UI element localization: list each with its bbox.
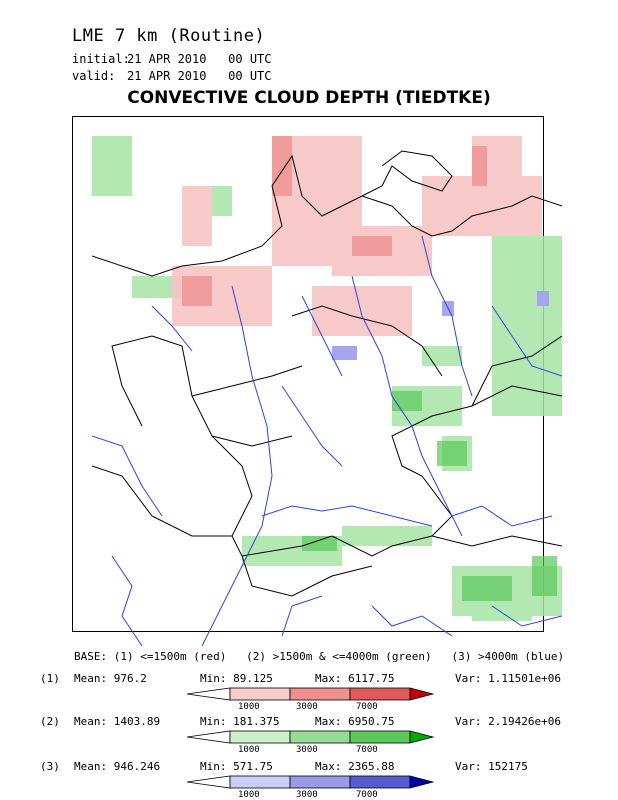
legend-row-min: Min: 181.375 bbox=[200, 715, 280, 728]
country-borders bbox=[92, 150, 563, 597]
colorbar-segment bbox=[349, 775, 411, 789]
colorbar-segment bbox=[289, 687, 351, 701]
legend-row-min: Min: 571.75 bbox=[200, 760, 273, 773]
legend-row-index: (1) bbox=[40, 672, 60, 685]
model-title: LME 7 km (Routine) bbox=[72, 26, 266, 46]
colorbar-segment bbox=[229, 730, 291, 744]
colorbar-tick-label: 1000 bbox=[238, 745, 260, 755]
colorbar-segment bbox=[229, 775, 291, 789]
colorbar-tick-label: 1000 bbox=[238, 702, 260, 712]
colorbar-high-arrow bbox=[409, 687, 435, 701]
legend-row-mean: Mean: 976.2 bbox=[74, 672, 147, 685]
map-canvas bbox=[92, 136, 563, 647]
legend-row-var: Var: 152175 bbox=[455, 760, 528, 773]
red-cloud-cores bbox=[182, 136, 488, 306]
colorbar-tick-label: 3000 bbox=[296, 790, 318, 800]
legend-row-var: Var: 2.19426e+06 bbox=[455, 715, 561, 728]
legend-row-var: Var: 1.11501e+06 bbox=[455, 672, 561, 685]
initial-timestamp: 21 APR 2010 00 UTC bbox=[127, 52, 272, 66]
colorbar-segment bbox=[289, 775, 351, 789]
initial-label: initial: bbox=[72, 52, 130, 66]
colorbar-segment bbox=[289, 730, 351, 744]
colorbar-high-arrow bbox=[409, 775, 435, 789]
green-cloud-cores bbox=[302, 391, 558, 601]
colorbar-segment bbox=[349, 730, 411, 744]
colorbar-tick-label: 7000 bbox=[356, 745, 378, 755]
legend-row-index: (3) bbox=[40, 760, 60, 773]
colorbar-tick-label: 7000 bbox=[356, 702, 378, 712]
legend-row-mean: Mean: 946.246 bbox=[74, 760, 161, 773]
colorbar-low-arrow bbox=[186, 687, 231, 701]
colorbar-low-arrow bbox=[186, 775, 231, 789]
legend-row-mean: Mean: 1403.89 bbox=[74, 715, 161, 728]
base-legend-text: BASE: (1) <=1500m (red) (2) >1500m & <=4… bbox=[74, 650, 565, 663]
valid-label: valid: bbox=[72, 69, 116, 83]
colorbar-tick-label: 1000 bbox=[238, 790, 260, 800]
colorbar-tick-label: 3000 bbox=[296, 745, 318, 755]
legend-row-min: Min: 89.125 bbox=[200, 672, 273, 685]
map-panel bbox=[72, 116, 563, 647]
valid-timestamp: 21 APR 2010 00 UTC bbox=[127, 69, 272, 83]
colorbar-low-arrow bbox=[186, 730, 231, 744]
legend-row-index: (2) bbox=[40, 715, 60, 728]
legend-row-max: Max: 2365.88 bbox=[315, 760, 395, 773]
rivers bbox=[92, 235, 563, 647]
legend-row-max: Max: 6950.75 bbox=[315, 715, 395, 728]
colorbar bbox=[186, 775, 435, 789]
colorbar-tick-label: 3000 bbox=[296, 702, 318, 712]
colorbar-high-arrow bbox=[409, 730, 435, 744]
colorbar bbox=[186, 730, 435, 744]
colorbar bbox=[186, 687, 435, 701]
colorbar-segment bbox=[349, 687, 411, 701]
chart-title: CONVECTIVE CLOUD DEPTH (TIEDTKE) bbox=[127, 88, 491, 108]
colorbar-segment bbox=[229, 687, 291, 701]
legend-row-max: Max: 6117.75 bbox=[315, 672, 395, 685]
colorbar-tick-label: 7000 bbox=[356, 790, 378, 800]
